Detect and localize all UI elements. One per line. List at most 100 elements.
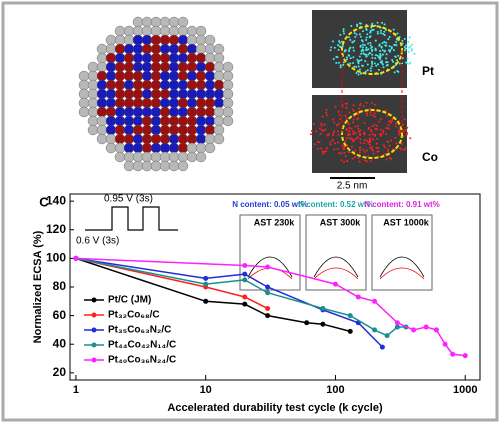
atom xyxy=(160,62,170,72)
co-dot xyxy=(395,126,397,128)
co-dot xyxy=(341,159,343,161)
atom xyxy=(151,134,161,144)
pt-dot xyxy=(362,30,364,32)
co-dot xyxy=(376,128,378,130)
co-dot xyxy=(337,130,339,132)
atom xyxy=(151,107,161,117)
co-dot xyxy=(398,134,400,136)
pt-dot xyxy=(367,69,369,71)
atom xyxy=(205,98,215,108)
y-tick-label: 60 xyxy=(53,308,67,322)
co-dot xyxy=(366,160,368,162)
atom xyxy=(178,125,188,135)
atom xyxy=(214,116,224,126)
co-dot xyxy=(354,150,356,152)
pt-dot xyxy=(404,46,406,48)
atom xyxy=(187,80,197,90)
atom xyxy=(88,98,98,108)
atom xyxy=(187,44,197,54)
pt-dot xyxy=(340,66,342,68)
atom xyxy=(133,71,143,81)
co-dot xyxy=(359,142,361,144)
point xyxy=(411,327,416,332)
atom xyxy=(88,125,98,135)
pt-dot xyxy=(333,58,335,60)
pt-dot xyxy=(405,61,407,63)
co-dot xyxy=(369,137,371,139)
pt-dot xyxy=(395,44,397,46)
co-dot xyxy=(395,142,397,144)
co-dot xyxy=(376,143,378,145)
atom xyxy=(115,125,125,135)
co-dot xyxy=(368,127,370,129)
atom xyxy=(178,35,188,45)
atom xyxy=(151,116,161,126)
co-dot xyxy=(376,125,378,127)
pt-dot xyxy=(366,37,368,39)
pt-dot xyxy=(365,39,367,41)
atom xyxy=(205,53,215,63)
point xyxy=(372,299,377,304)
co-dot xyxy=(385,127,387,129)
atom xyxy=(79,71,89,81)
pt-dot xyxy=(349,63,351,65)
pt-dot xyxy=(343,61,345,63)
pt-dot xyxy=(369,42,371,44)
atom xyxy=(124,107,134,117)
co-dot xyxy=(347,151,349,153)
inset-label: AST 230k xyxy=(254,217,296,227)
co-dot xyxy=(398,130,400,132)
co-dot xyxy=(348,130,350,132)
atom xyxy=(160,44,170,54)
pt-map xyxy=(312,10,407,88)
atom xyxy=(160,17,170,27)
atom xyxy=(142,80,152,90)
atom xyxy=(205,134,215,144)
atom xyxy=(169,107,179,117)
pt-dot xyxy=(359,56,361,58)
atom xyxy=(142,134,152,144)
co-dot xyxy=(332,132,334,134)
co-dot xyxy=(369,147,371,149)
atom xyxy=(178,107,188,117)
atom xyxy=(151,17,161,27)
atom xyxy=(124,89,134,99)
point xyxy=(203,282,208,287)
legend-label: Pt/C (JM) xyxy=(108,295,151,306)
atom xyxy=(214,98,224,108)
point xyxy=(242,263,247,268)
co-dot xyxy=(358,107,360,109)
atom xyxy=(97,53,107,63)
co-dot xyxy=(338,123,340,125)
pt-dot xyxy=(366,33,368,35)
pt-dot xyxy=(404,49,406,51)
atom xyxy=(115,152,125,162)
pt-dot xyxy=(385,61,387,63)
point xyxy=(304,320,309,325)
pt-dot xyxy=(393,29,395,31)
co-dot xyxy=(387,150,389,152)
pt-dot xyxy=(336,56,338,58)
co-dot xyxy=(359,134,361,136)
pt-dot xyxy=(365,47,367,49)
atom xyxy=(151,44,161,54)
x-tick-label: 1000 xyxy=(453,384,477,396)
atom xyxy=(214,89,224,99)
pt-dot xyxy=(377,22,379,24)
atom xyxy=(187,116,197,126)
inset-label: AST 300k xyxy=(320,217,362,227)
pt-dot xyxy=(348,36,350,38)
co-dot xyxy=(369,134,371,136)
atom xyxy=(106,89,116,99)
pt-dot xyxy=(364,44,366,46)
pt-dot xyxy=(330,46,332,48)
co-dot xyxy=(338,134,340,136)
pt-dot xyxy=(374,63,376,65)
legend-label: Pt₄₀Co₃₆N₂₄/C xyxy=(108,355,176,366)
pt-dot xyxy=(356,72,358,74)
co-dot xyxy=(343,152,345,154)
atom xyxy=(178,152,188,162)
atom xyxy=(205,62,215,72)
pt-dot xyxy=(344,49,346,51)
co-dot xyxy=(336,124,338,126)
